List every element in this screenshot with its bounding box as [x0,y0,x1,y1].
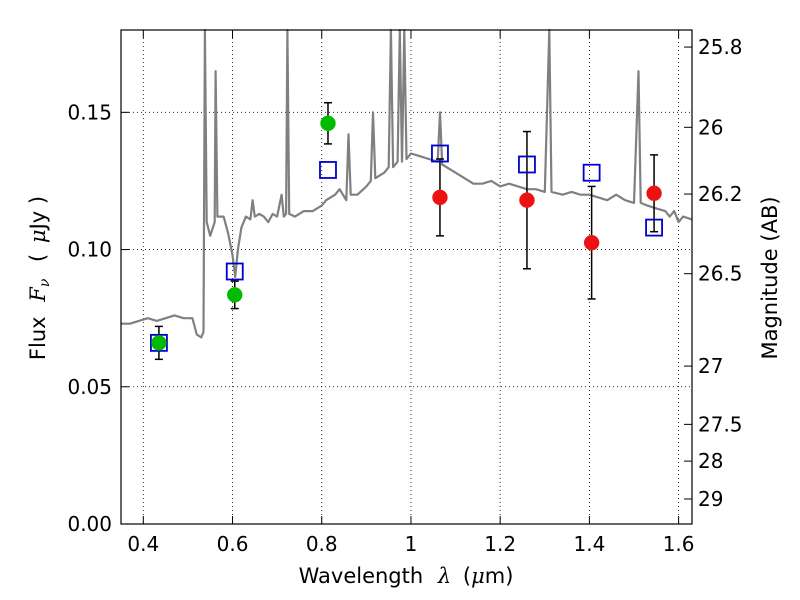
model-flux-square [319,161,337,179]
green-data-point [151,335,167,351]
y2-tick-label: 26 [698,115,723,139]
y2-tick-label: 28 [698,449,723,473]
x-axis-title-unit-open: ( [463,564,471,588]
model-flux-square [582,163,601,182]
y-axis-title-unit-symbol: μ [26,229,50,243]
x-axis-title-unit-symbol: μ [471,564,485,588]
y-tick-label: 0.05 [67,375,112,399]
y2-tick-label: 26.5 [698,262,743,286]
y-axis-title: Flux Fν ( μJy ) [26,196,54,360]
y-axis-title-unit-rest: Jy ) [26,196,50,232]
x-tick-label: 0.6 [217,532,249,556]
x-tick-label: 0.4 [127,532,159,556]
y2-tick-label: 27.5 [698,412,743,436]
red-data-point [519,192,535,208]
green-data-point [320,115,336,132]
y2-tick-label: 29 [698,487,723,511]
y-axis-title-unit-open: ( [26,254,50,262]
plot-content [121,28,693,361]
red-data-point [646,185,662,202]
y-axis-title-symbol: F [26,286,50,303]
y-axis-title-text: Flux [26,316,50,360]
x-axis-title-text: Wavelength [299,564,424,588]
model-flux-square [431,144,449,163]
x-axis-title-unit-rest: m) [485,564,514,588]
y-axis-title-subscript: ν [37,278,53,287]
y-tick-label: 0.00 [67,512,112,536]
y2-tick-label: 27 [698,354,723,378]
x-tick-label: 0.8 [306,532,338,556]
red-data-point [583,234,600,251]
model-flux-square [150,333,168,352]
x-axis-title-symbol: λ [437,564,451,588]
model-flux-square [225,262,244,281]
model-flux-square [518,155,536,174]
model-flux-square [645,218,663,237]
y-tick-label: 0.10 [67,238,112,262]
x-tick-label: 1 [405,532,418,556]
x-tick-label: 1.4 [573,532,605,556]
x-tick-label: 1.6 [663,532,695,556]
y2-axis-title: Magnitude (AB) [758,196,782,359]
axis-ticks: 0.4 0.6 0.8 1 1.2 1.4 1.6 0.00 0.05 0.10 0.15 25.8 2… [67,30,743,556]
red-data-point [432,189,448,206]
plot-frame [120,29,693,525]
x-tick-label: 1.2 [484,532,516,556]
x-axis-title: Wavelength λ (μm) [299,564,514,588]
y-tick-label: 0.15 [67,100,112,124]
y2-tick-label: 26.2 [698,182,743,206]
y2-tick-label: 25.8 [698,35,743,59]
spectrum-line [121,28,693,339]
green-data-point [227,287,243,303]
